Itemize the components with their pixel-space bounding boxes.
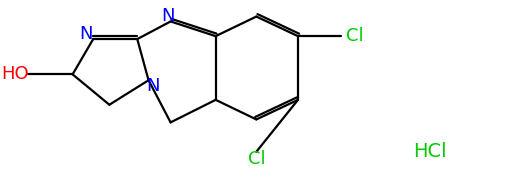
Text: HCl: HCl [414,142,447,161]
Text: N: N [147,77,160,95]
Text: HO: HO [2,65,29,83]
Text: Cl: Cl [346,27,364,45]
Text: N: N [79,25,93,43]
Text: Cl: Cl [247,150,265,168]
Text: N: N [161,7,175,25]
